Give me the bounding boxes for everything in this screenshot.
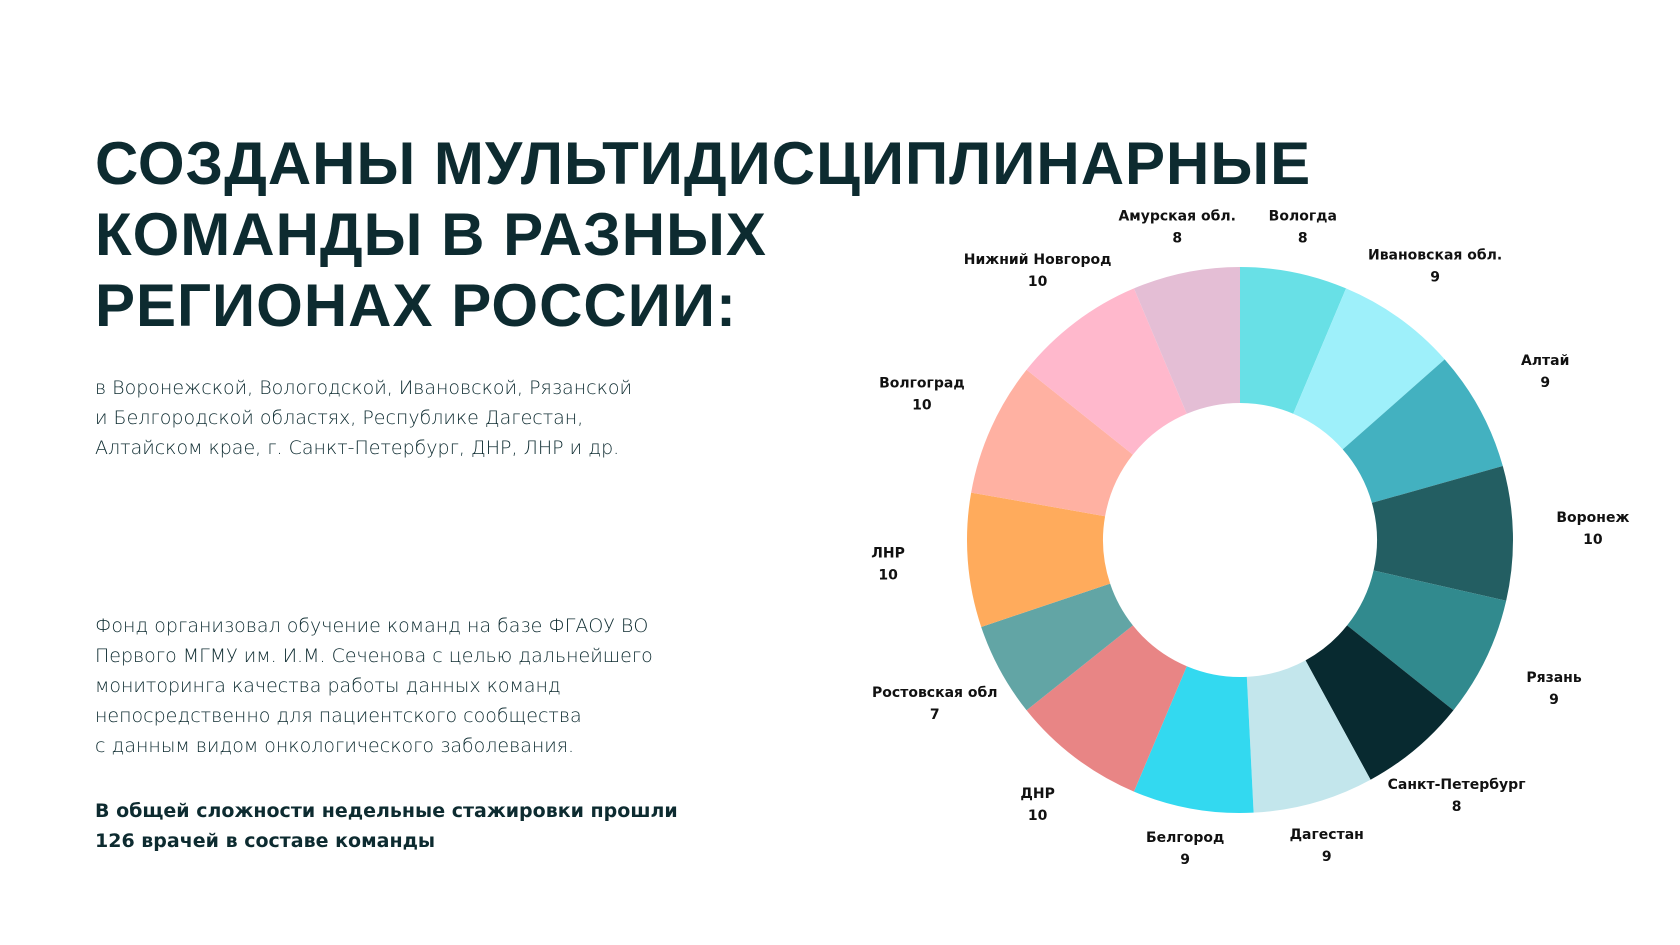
text-line: в Воронежской, Вологодской, Ивановской, … — [95, 377, 632, 399]
segment-label: Санкт-Петербург — [1388, 777, 1526, 793]
segment-value: 9 — [1180, 852, 1190, 868]
segment-label: Воронеж — [1556, 510, 1629, 526]
donut-segment — [1342, 359, 1503, 503]
text-line: Фонд организовал обучение команд на базе… — [95, 615, 649, 637]
segment-value: 9 — [1540, 375, 1550, 391]
segment-label: Амурская обл. — [1118, 208, 1236, 224]
intro: в Воронежской, Вологодской, Ивановской, … — [95, 373, 632, 463]
title: СОЗДАНЫ МУЛЬТИДИСЦИПЛИНАРНЫЕ КОМАНДЫ В РА… — [95, 128, 1311, 341]
segment-label: ЛНР — [871, 545, 905, 561]
segment-value: 9 — [1430, 270, 1440, 286]
donut-segment — [1293, 288, 1445, 450]
donut-segment — [1133, 666, 1254, 813]
segment-value: 8 — [1172, 230, 1182, 246]
segment-label: Волгоград — [879, 375, 965, 391]
segment-value: 8 — [1452, 799, 1462, 815]
donut-segment — [1026, 625, 1187, 792]
segment-label: Нижний Новгород — [964, 252, 1112, 268]
text-line: В общей сложности недельные стажировки п… — [95, 800, 678, 822]
donut-segment — [1246, 660, 1371, 813]
segment-value: 8 — [1298, 230, 1308, 246]
donut-segment — [971, 369, 1133, 517]
text-line: Алтайском крае, г. Санкт-Петербург, ДНР,… — [95, 437, 620, 459]
text-line: 126 врачей в составе команды — [95, 830, 436, 852]
segment-value: 7 — [930, 707, 940, 723]
segment-value: 9 — [1549, 692, 1559, 708]
segment-label: Рязань — [1526, 670, 1582, 686]
text-line: непосредственно для пациентского сообщес… — [95, 705, 582, 727]
title-line: СОЗДАНЫ МУЛЬТИДИСЦИПЛИНАРНЫЕ — [95, 130, 1312, 197]
text-line: Первого МГМУ им. И.М. Сеченова с целью д… — [95, 645, 653, 667]
donut-segment — [1133, 267, 1240, 414]
segment-label: Дагестан — [1290, 827, 1364, 843]
donut-segment — [1347, 570, 1507, 711]
segment-value: 9 — [1322, 849, 1332, 865]
body-text: Фонд организовал обучение команд на базе… — [95, 611, 653, 761]
text-line: и Белгородской областях, Республике Даге… — [95, 407, 584, 429]
donut-segment — [1026, 288, 1187, 455]
segment-value: 10 — [912, 397, 932, 413]
segment-label: Ростовская обл — [872, 685, 998, 701]
segment-value: 10 — [1028, 808, 1048, 824]
donut-segment — [1240, 267, 1347, 414]
donut-segment — [981, 583, 1133, 711]
segment-label: ДНР — [1020, 786, 1054, 802]
text-line: с данным видом онкологического заболеван… — [95, 735, 575, 757]
donut-segment — [967, 492, 1111, 627]
donut-segment — [1371, 466, 1513, 601]
segment-value: 10 — [878, 567, 898, 583]
segment-value: 10 — [1028, 274, 1048, 290]
segment-value: 10 — [1583, 532, 1603, 548]
text-line: мониторинга качества работы данных коман… — [95, 675, 561, 697]
title-line: КОМАНДЫ В РАЗНЫХ — [95, 201, 767, 268]
summary: В общей сложности недельные стажировки п… — [95, 796, 678, 856]
donut-segment — [1305, 625, 1454, 780]
segment-label: Белгород — [1146, 830, 1224, 846]
segment-label: Алтай — [1521, 353, 1569, 369]
title-line: РЕГИОНАХ РОССИИ: — [95, 272, 737, 339]
segment-label: Вологда — [1269, 208, 1337, 224]
segment-label: Ивановская обл. — [1368, 248, 1502, 264]
